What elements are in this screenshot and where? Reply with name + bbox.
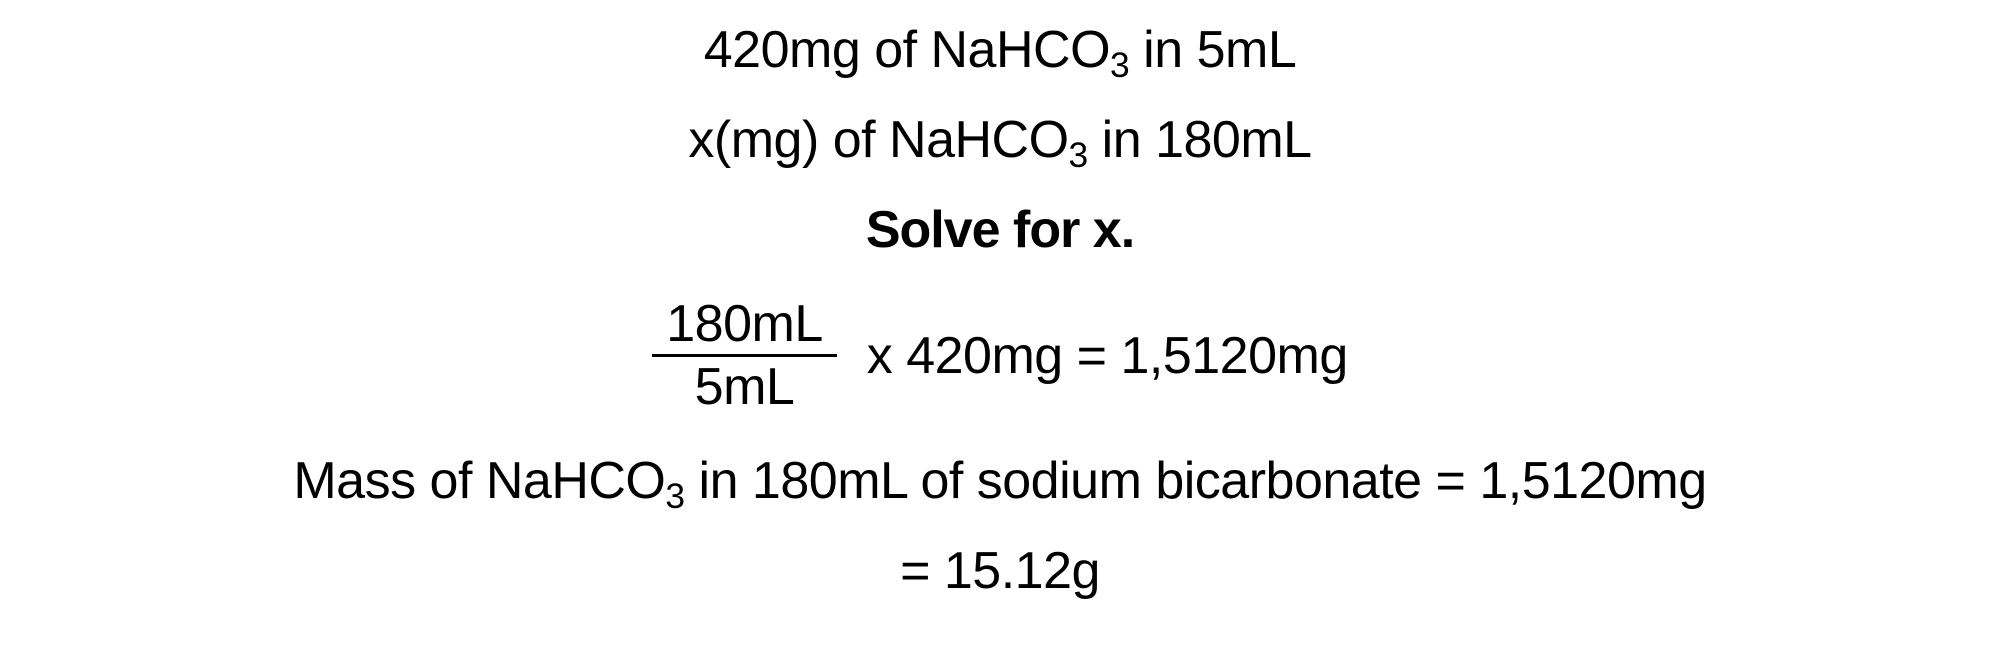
text: 420mg of NaHCO (704, 21, 1110, 79)
subscript: 3 (1110, 46, 1129, 85)
text: in 5mL (1129, 21, 1296, 79)
instruction-solve: Solve for x. (866, 204, 1134, 256)
given-line-1: 420mg of NaHCO3 in 5mL (704, 24, 1297, 76)
fraction-denominator: 5mL (681, 357, 809, 417)
fraction-numerator: 180mL (652, 294, 837, 354)
text: Mass of NaHCO (293, 452, 665, 510)
subscript: 3 (1069, 136, 1088, 175)
result-line-2: = 15.12g (900, 545, 1100, 597)
worked-example: 420mg of NaHCO3 in 5mL x(mg) of NaHCO3 i… (0, 0, 2000, 671)
text: = 15.12g (900, 542, 1100, 600)
result-line-1: Mass of NaHCO3 in 180mL of sodium bicarb… (293, 455, 1706, 507)
text: Solve for x. (866, 201, 1134, 259)
equation-line: 180mL 5mL x 420mg = 1,5120mg (652, 294, 1348, 417)
subscript: 3 (665, 477, 684, 516)
text: in 180mL (1088, 111, 1312, 169)
equation-row: 180mL 5mL x 420mg = 1,5120mg (652, 294, 1348, 417)
given-line-2: x(mg) of NaHCO3 in 180mL (688, 114, 1311, 166)
text: x(mg) of NaHCO (688, 111, 1068, 169)
fraction: 180mL 5mL (652, 294, 837, 417)
text: in 180mL of sodium bicarbonate = 1,5120m… (685, 452, 1707, 510)
equation-rhs: x 420mg = 1,5120mg (867, 330, 1348, 382)
